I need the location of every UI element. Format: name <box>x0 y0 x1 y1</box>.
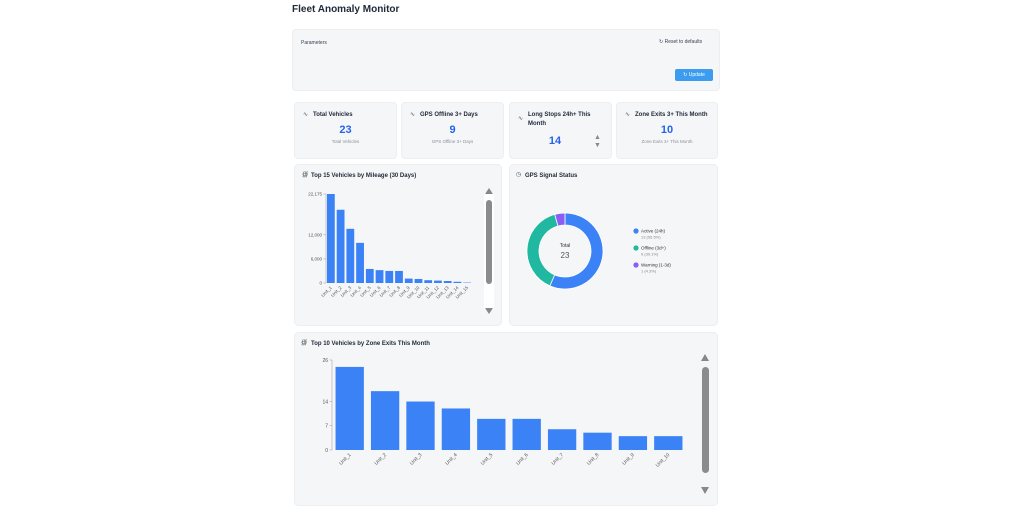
bar <box>326 194 335 283</box>
bar <box>654 436 683 450</box>
bar <box>385 270 394 283</box>
chart-panel <box>294 332 718 506</box>
page-title: Fleet Anomaly Monitor <box>292 4 400 15</box>
kpi-card: ∿ Zone Exits 3+ This Month 10 Zone Exits… <box>616 102 718 159</box>
scroll-up[interactable] <box>701 354 709 361</box>
legend-label: Active (24h) <box>641 229 666 234</box>
bar <box>356 242 364 283</box>
donut-center-value: 23 <box>561 251 570 260</box>
donut-center-label: Total <box>560 243 571 249</box>
legend-swatch <box>633 228 639 234</box>
bar <box>365 268 374 283</box>
bar <box>375 270 384 283</box>
kpi-icon: ∿ <box>410 112 416 118</box>
scroll-down[interactable] <box>701 487 709 494</box>
bar <box>441 408 471 450</box>
legend-value: 1 (4.3%) <box>641 269 657 274</box>
bar <box>583 432 612 450</box>
kpi-subtitle: GPS Offline 3+ Days <box>431 139 474 144</box>
legend-value: 13 (56.5%) <box>641 235 661 240</box>
chart-icon: ∰ <box>301 339 307 346</box>
bar <box>406 401 435 450</box>
y-tick-label: 0 <box>319 281 322 286</box>
spinner[interactable]: ▲ ▼ <box>594 134 601 149</box>
bar <box>443 280 452 283</box>
bar <box>395 270 403 283</box>
bar <box>477 418 506 450</box>
kpi-card: ∿ GPS Offline 3+ Days 9 GPS Offline 3+ D… <box>401 102 504 159</box>
kpi-value: 10 <box>660 124 674 136</box>
bar <box>424 280 433 283</box>
legend-label: Offline (3d+) <box>641 246 666 251</box>
kpi-title: GPS Offline 3+ Days <box>420 112 478 118</box>
kpi-value: 23 <box>339 124 352 136</box>
kpi-title: Total Vehicles <box>313 112 353 118</box>
kpi-value: 9 <box>449 124 456 136</box>
bar <box>618 436 648 450</box>
scroll-thumb[interactable] <box>702 367 709 473</box>
scroll-thumb[interactable] <box>486 200 492 284</box>
bar <box>453 281 462 283</box>
chart-title: Top 15 Vehicles by Mileage (30 Days) <box>311 173 416 179</box>
kpi-subtitle: Total Vehicles <box>331 139 360 144</box>
bar <box>414 278 423 283</box>
bar <box>346 228 355 283</box>
donut-segment <box>554 212 566 227</box>
chart-panel <box>509 164 718 326</box>
kpi-card: ∿ Long Stops 24h+ This Month 14 ▲ ▼ <box>509 102 612 159</box>
chart-title: GPS Signal Status <box>525 173 578 179</box>
chart-title: Top 10 Vehicles by Zone Exits This Month <box>311 341 430 347</box>
bar <box>370 391 400 450</box>
y-tick-label: 7 <box>325 424 328 430</box>
y-tick-label: 22,175 <box>308 192 322 197</box>
bar <box>336 209 345 283</box>
bar <box>335 366 364 450</box>
reset-icon: ↻ <box>659 39 664 45</box>
kpi-title: Long Stops 24h+ This Month <box>528 112 591 127</box>
y-tick-label: 6,000 <box>311 256 323 261</box>
chart-icon: ∰ <box>302 171 308 178</box>
bar <box>512 418 541 450</box>
parameters-label: Parameters <box>301 40 327 46</box>
legend-label: Warning (1-3d) <box>641 263 671 268</box>
mileage-chart: ∰ Top 15 Vehicles by Mileage (30 Days) 0… <box>294 164 502 326</box>
chart-icon: ◷ <box>516 172 521 178</box>
kpi-icon: ∿ <box>518 116 524 122</box>
y-tick-label: 26 <box>322 358 328 364</box>
legend-swatch <box>633 245 639 251</box>
reset-label: Reset to defaults <box>664 39 703 45</box>
kpi-icon: ∿ <box>625 112 631 118</box>
legend-value: 9 (39.1%) <box>641 252 659 257</box>
y-tick-label: 0 <box>325 448 328 454</box>
update-label: Update <box>688 72 705 78</box>
donut-segment <box>549 212 604 290</box>
legend-swatch <box>633 262 639 268</box>
kpi-card: ∿ Total Vehicles 23 Total Vehicles <box>294 102 397 159</box>
scroll-up[interactable] <box>485 188 493 194</box>
bar <box>434 280 442 283</box>
scroll-down[interactable] <box>485 308 493 314</box>
zone-exits-chart: ∰ Top 10 Vehicles by Zone Exits This Mon… <box>294 332 718 506</box>
kpi-icon: ∿ <box>303 112 309 118</box>
bar <box>404 278 413 283</box>
update-icon: ↻ <box>683 72 688 78</box>
kpi-subtitle: Zone Exits 3+ This Month <box>641 139 693 144</box>
kpi-value: 14 <box>548 135 562 147</box>
update-button[interactable]: ↻ Update <box>675 69 713 81</box>
kpi-title: Zone Exits 3+ This Month <box>635 112 708 118</box>
chart-panel <box>294 164 502 326</box>
gps-status-chart: ◷ GPS Signal Status Total 23 Active (24h… <box>509 164 718 326</box>
y-tick-label: 12,000 <box>308 232 322 237</box>
y-tick-label: 14 <box>322 399 328 405</box>
reset-button[interactable]: ↻ Reset to defaults <box>659 39 702 45</box>
parameters-panel: Parameters ↻ Reset to defaults ↻ Update <box>292 29 720 91</box>
bar <box>547 429 577 450</box>
